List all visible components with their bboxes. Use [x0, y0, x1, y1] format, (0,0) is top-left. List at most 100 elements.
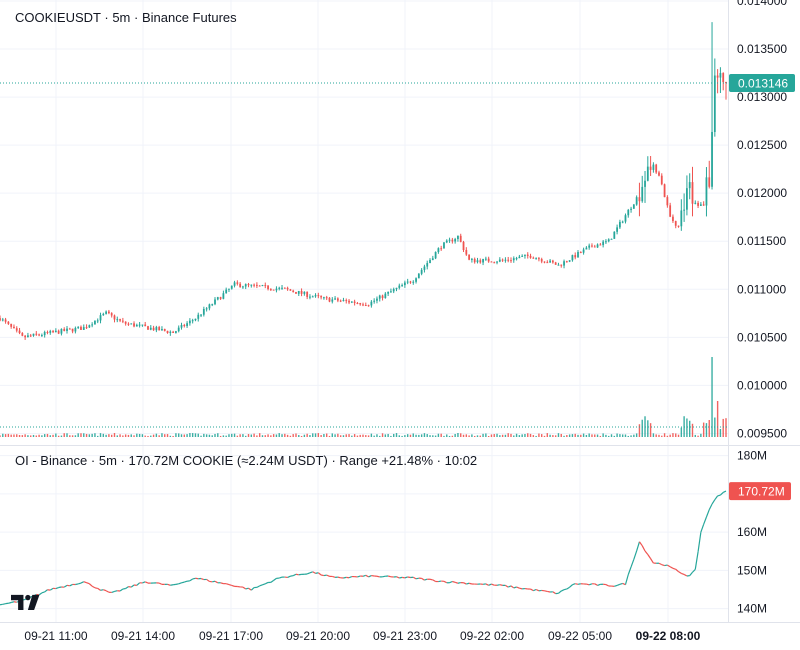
candle — [434, 252, 437, 259]
volume-bar — [725, 418, 727, 437]
volume-bar — [373, 435, 375, 437]
candle — [412, 281, 415, 283]
oi-line-segment — [703, 516, 708, 525]
volume-bar — [127, 434, 130, 437]
volume-bar — [228, 434, 230, 437]
candle — [255, 284, 258, 286]
candle — [356, 302, 359, 304]
oi-last-value-badge — [729, 482, 791, 501]
oi-line-segment — [572, 583, 576, 586]
candle — [370, 301, 373, 306]
candle — [423, 266, 426, 270]
candle — [13, 326, 15, 329]
candle — [716, 75, 719, 78]
oi-line-segment — [675, 568, 679, 573]
volume-bar — [641, 419, 643, 437]
candle — [577, 252, 579, 258]
oi-pane[interactable] — [0, 490, 727, 606]
volume-bar — [41, 435, 43, 437]
time-axis-tick-label: 09-21 11:00 — [24, 629, 87, 643]
oi-line-segment — [58, 586, 62, 589]
volume-bar — [398, 435, 400, 437]
oi-line-segment — [11, 601, 15, 604]
interval-label[interactable]: 5m — [112, 10, 131, 25]
oi-line-segment — [69, 583, 73, 587]
time-axis-tick-label: 09-22 05:00 — [548, 629, 612, 643]
oi-line-segment — [650, 558, 654, 564]
volume-bar — [426, 434, 428, 437]
volume-bar — [440, 433, 442, 437]
oi-line-segment — [362, 574, 366, 577]
volume-bar — [381, 433, 384, 437]
tradingview-logo[interactable] — [11, 593, 43, 611]
candle — [135, 324, 138, 327]
candle — [205, 308, 208, 310]
volume-bar — [451, 435, 454, 437]
oi-name-label[interactable]: OI - Binance — [15, 453, 88, 468]
volume-bar — [423, 433, 426, 437]
volume-bar — [300, 435, 303, 437]
candle — [177, 327, 180, 332]
candle — [242, 286, 244, 288]
candle — [683, 209, 686, 211]
candle — [350, 301, 353, 303]
candle — [309, 296, 311, 298]
volume-bar — [63, 433, 65, 437]
volume-bar — [166, 434, 169, 437]
volume-bar — [468, 435, 470, 437]
oi-line-segment — [700, 524, 705, 533]
oi-line-segment — [80, 581, 85, 584]
volume-bar — [387, 433, 389, 437]
oi-line-segment — [449, 580, 453, 584]
price-pane[interactable] — [0, 22, 728, 340]
oi-line-segment — [273, 577, 277, 581]
oi-line-segment — [167, 583, 171, 586]
oi-line-segment — [262, 583, 266, 586]
candle — [546, 262, 549, 264]
candle — [549, 260, 551, 263]
volume-bar — [71, 435, 74, 437]
oi-line-segment — [708, 503, 713, 510]
candle — [194, 318, 197, 321]
candle — [476, 260, 479, 263]
candle — [320, 296, 323, 298]
candle — [133, 323, 135, 327]
price-legend: COOKIEUSDT · 5m · Binance Futures — [15, 10, 237, 25]
volume-bar — [236, 435, 239, 437]
oi-line-segment — [630, 559, 635, 568]
volume-bar — [409, 434, 412, 437]
candle — [102, 313, 105, 316]
candle — [378, 295, 381, 299]
candle — [4, 319, 7, 322]
volume-bar — [675, 433, 677, 437]
oi-line-segment — [111, 590, 115, 594]
candle — [649, 166, 652, 170]
volume-bar — [225, 435, 227, 437]
volume-bar — [524, 433, 526, 437]
candle — [613, 231, 616, 239]
candle — [632, 204, 635, 209]
oi-line-segment — [399, 576, 403, 579]
candle — [521, 255, 524, 257]
volume-bar — [633, 434, 635, 437]
oi-axis-tick-label: 180M — [737, 449, 767, 463]
price-axis-tick-label: 0.012000 — [737, 186, 787, 200]
volume-bar — [479, 435, 481, 437]
volume-bar — [122, 435, 124, 437]
oi-line-segment — [641, 545, 646, 552]
volume-bar — [286, 434, 289, 437]
volume-bar — [367, 435, 370, 437]
candle — [473, 258, 476, 263]
candle — [699, 204, 702, 206]
candle — [568, 260, 571, 262]
symbol-label[interactable]: COOKIEUSDT — [15, 10, 101, 25]
oi-line-segment — [627, 566, 632, 575]
candle — [15, 328, 18, 331]
volume-bar — [515, 433, 518, 437]
candle — [409, 281, 412, 283]
oi-line-segment — [144, 581, 149, 584]
oi-line-segment — [326, 574, 330, 577]
volume-bar — [691, 423, 694, 437]
volume-bar — [18, 434, 21, 437]
volume-bar — [144, 435, 146, 437]
